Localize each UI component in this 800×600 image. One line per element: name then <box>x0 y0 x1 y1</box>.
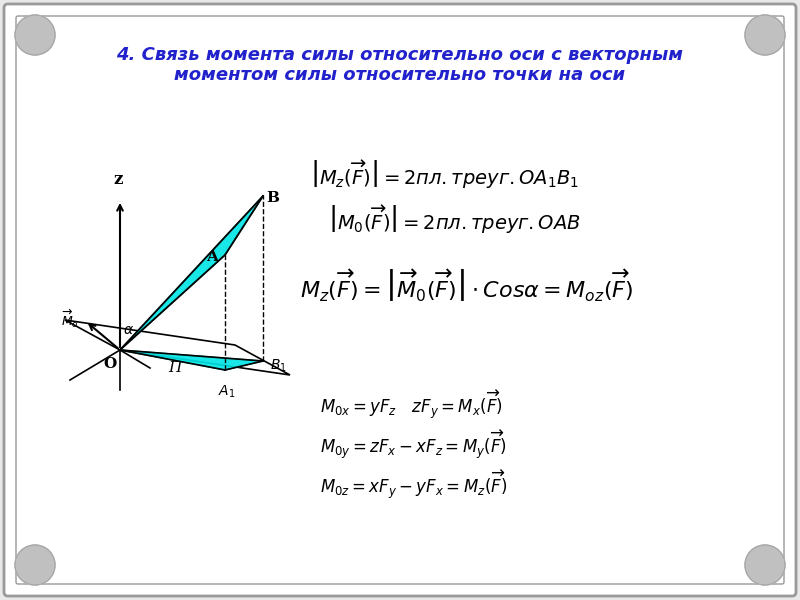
Text: $\alpha$: $\alpha$ <box>122 323 134 337</box>
Text: моментом силы относительно точки на оси: моментом силы относительно точки на оси <box>174 66 626 84</box>
Text: 4. Связь момента силы относительно оси с векторным: 4. Связь момента силы относительно оси с… <box>117 46 683 64</box>
Text: $M_z(\overrightarrow{F}) = \left|\overrightarrow{M}_0(\overrightarrow{F})\right|: $M_z(\overrightarrow{F}) = \left|\overri… <box>300 267 634 303</box>
Circle shape <box>745 15 785 55</box>
Circle shape <box>15 15 55 55</box>
Text: $B_1$: $B_1$ <box>270 358 286 374</box>
Polygon shape <box>65 320 290 375</box>
Polygon shape <box>120 196 263 350</box>
Text: B: B <box>266 191 279 205</box>
Text: $M_{0z} = xF_y - yF_x = M_z(\overrightarrow{F})$: $M_{0z} = xF_y - yF_x = M_z(\overrightar… <box>320 469 507 501</box>
Text: $M_{0y} = zF_x - xF_z = M_y(\overrightarrow{F})$: $M_{0y} = zF_x - xF_z = M_y(\overrightar… <box>320 429 507 461</box>
FancyBboxPatch shape <box>4 4 796 596</box>
Text: A: A <box>206 250 218 264</box>
Text: O: O <box>103 357 117 371</box>
Text: $\overrightarrow{M}_o$: $\overrightarrow{M}_o$ <box>61 308 78 330</box>
Polygon shape <box>120 350 263 370</box>
Text: $\left|M_0(\overrightarrow{F})\right| = 2\mathit{пл.треуг.}OAB$: $\left|M_0(\overrightarrow{F})\right| = … <box>328 204 581 236</box>
Circle shape <box>745 545 785 585</box>
Text: $\left|M_z(\overrightarrow{F})\right| = 2\mathit{пл.треуг.}OA_1B_1$: $\left|M_z(\overrightarrow{F})\right| = … <box>310 159 579 191</box>
Circle shape <box>15 545 55 585</box>
Text: П: П <box>168 361 182 375</box>
Text: $M_{0x} = yF_z \quad zF_y = M_x(\overrightarrow{F})$: $M_{0x} = yF_z \quad zF_y = M_x(\overrig… <box>320 389 502 421</box>
Text: $A_1$: $A_1$ <box>218 384 236 400</box>
Text: z: z <box>114 171 122 188</box>
